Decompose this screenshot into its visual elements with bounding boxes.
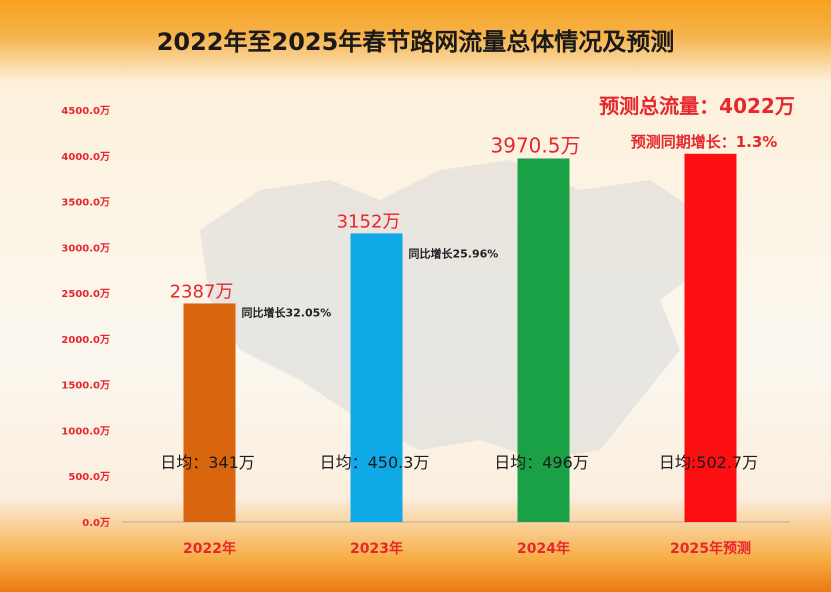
- y-tick-label: 0.0万: [82, 517, 110, 529]
- daily-average-label: 日均:502.7万: [659, 453, 758, 472]
- bar: [350, 233, 403, 523]
- y-tick-label: 1000.0万: [61, 425, 110, 437]
- y-tick-label: 1500.0万: [61, 380, 110, 392]
- bar-value-label: 3970.5万: [491, 133, 581, 157]
- y-tick-label: 3000.0万: [61, 242, 110, 254]
- growth-label: 同比增长25.96%: [409, 246, 499, 260]
- y-tick-label: 3500.0万: [61, 197, 110, 209]
- y-tick-label: 2500.0万: [61, 288, 110, 300]
- y-tick-label: 500.0万: [68, 471, 110, 483]
- bar: [684, 153, 737, 522]
- x-category-label: 2023年: [350, 540, 403, 557]
- x-category-label: 2025年预测: [670, 540, 751, 557]
- china-map-silhouette: [200, 160, 710, 460]
- daily-average-label: 日均：341万: [160, 453, 255, 472]
- daily-average-label: 日均：496万: [494, 453, 589, 472]
- x-category-label: 2024年: [517, 540, 570, 557]
- forecast-growth-label: 预测同期增长：1.3%: [631, 133, 778, 151]
- y-tick-label: 2000.0万: [61, 334, 110, 346]
- chart-title: 2022年至2025年春节路网流量总体情况及预测: [156, 28, 675, 56]
- y-tick-label: 4500.0万: [61, 105, 110, 117]
- forecast-total-label: 预测总流量：4022万: [599, 94, 795, 118]
- daily-average-label: 日均：450.3万: [320, 453, 430, 472]
- x-category-label: 2022年: [183, 540, 236, 557]
- growth-label: 同比增长32.05%: [242, 305, 332, 319]
- bar-value-label: 3152万: [337, 211, 401, 232]
- bar-value-label: 2387万: [170, 281, 234, 302]
- bar: [183, 303, 236, 522]
- bar: [517, 158, 570, 522]
- y-tick-label: 4000.0万: [61, 151, 110, 163]
